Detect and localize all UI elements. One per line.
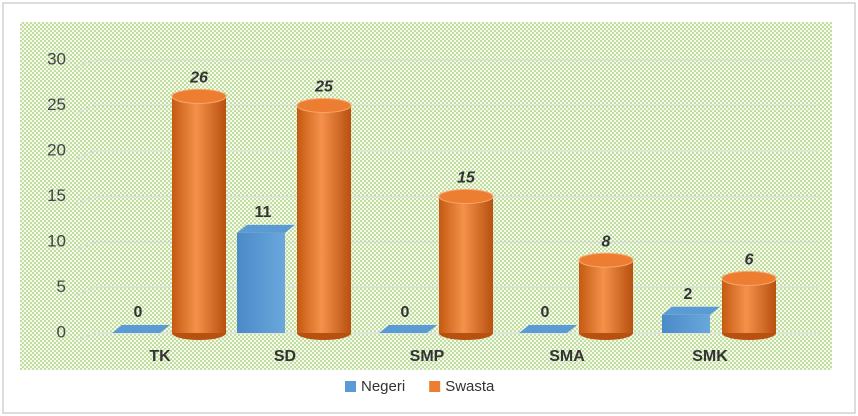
legend-swatch <box>345 381 356 392</box>
y-tick-label: 20 <box>47 140 66 159</box>
value-label: 8 <box>602 233 611 250</box>
value-label: 2 <box>684 286 693 303</box>
x-tick-label: TK <box>149 348 171 365</box>
y-tick-label: 10 <box>47 231 66 250</box>
bar-top <box>662 306 720 315</box>
bar-top <box>237 224 295 233</box>
x-tick-label: SD <box>274 348 296 365</box>
value-label: 0 <box>134 304 143 321</box>
value-label: 26 <box>189 70 208 87</box>
x-tick-label: SMK <box>692 348 728 365</box>
bar <box>439 196 493 333</box>
bar-top <box>721 270 777 286</box>
grid-line <box>74 332 820 342</box>
legend-swatch <box>429 381 441 392</box>
y-tick-label: 15 <box>47 186 66 205</box>
value-label: 0 <box>541 304 550 321</box>
x-tick-label: SMP <box>410 348 445 365</box>
bar-top <box>519 325 577 333</box>
grid-line <box>74 195 820 206</box>
bar <box>237 232 285 333</box>
grid-line <box>74 241 820 251</box>
value-label: 0 <box>401 304 410 321</box>
y-tick-label: 0 <box>57 322 66 341</box>
legend-label: Negeri <box>361 378 405 395</box>
bar-top <box>379 325 437 333</box>
bar <box>722 278 776 333</box>
y-tick-label: 30 <box>47 49 66 68</box>
bar <box>172 96 226 334</box>
legend-label: Swasta <box>445 378 495 395</box>
grid-line <box>74 286 820 297</box>
grid-line <box>74 104 820 115</box>
value-label: 15 <box>457 170 476 187</box>
bar-top <box>578 252 634 268</box>
value-label: 11 <box>255 204 272 221</box>
grid-line <box>74 59 820 69</box>
bar <box>297 105 351 333</box>
y-tick-label: 5 <box>57 277 66 296</box>
bar-top <box>296 98 352 113</box>
bar-top <box>171 88 227 104</box>
value-label: 6 <box>745 252 754 269</box>
bar-top <box>438 189 494 204</box>
bar <box>579 260 633 333</box>
grid-line <box>74 150 820 160</box>
bar-top <box>112 325 170 333</box>
y-tick-label: 25 <box>47 95 66 114</box>
x-tick-label: SMA <box>549 348 585 365</box>
bar <box>662 314 710 333</box>
value-label: 25 <box>314 79 334 96</box>
